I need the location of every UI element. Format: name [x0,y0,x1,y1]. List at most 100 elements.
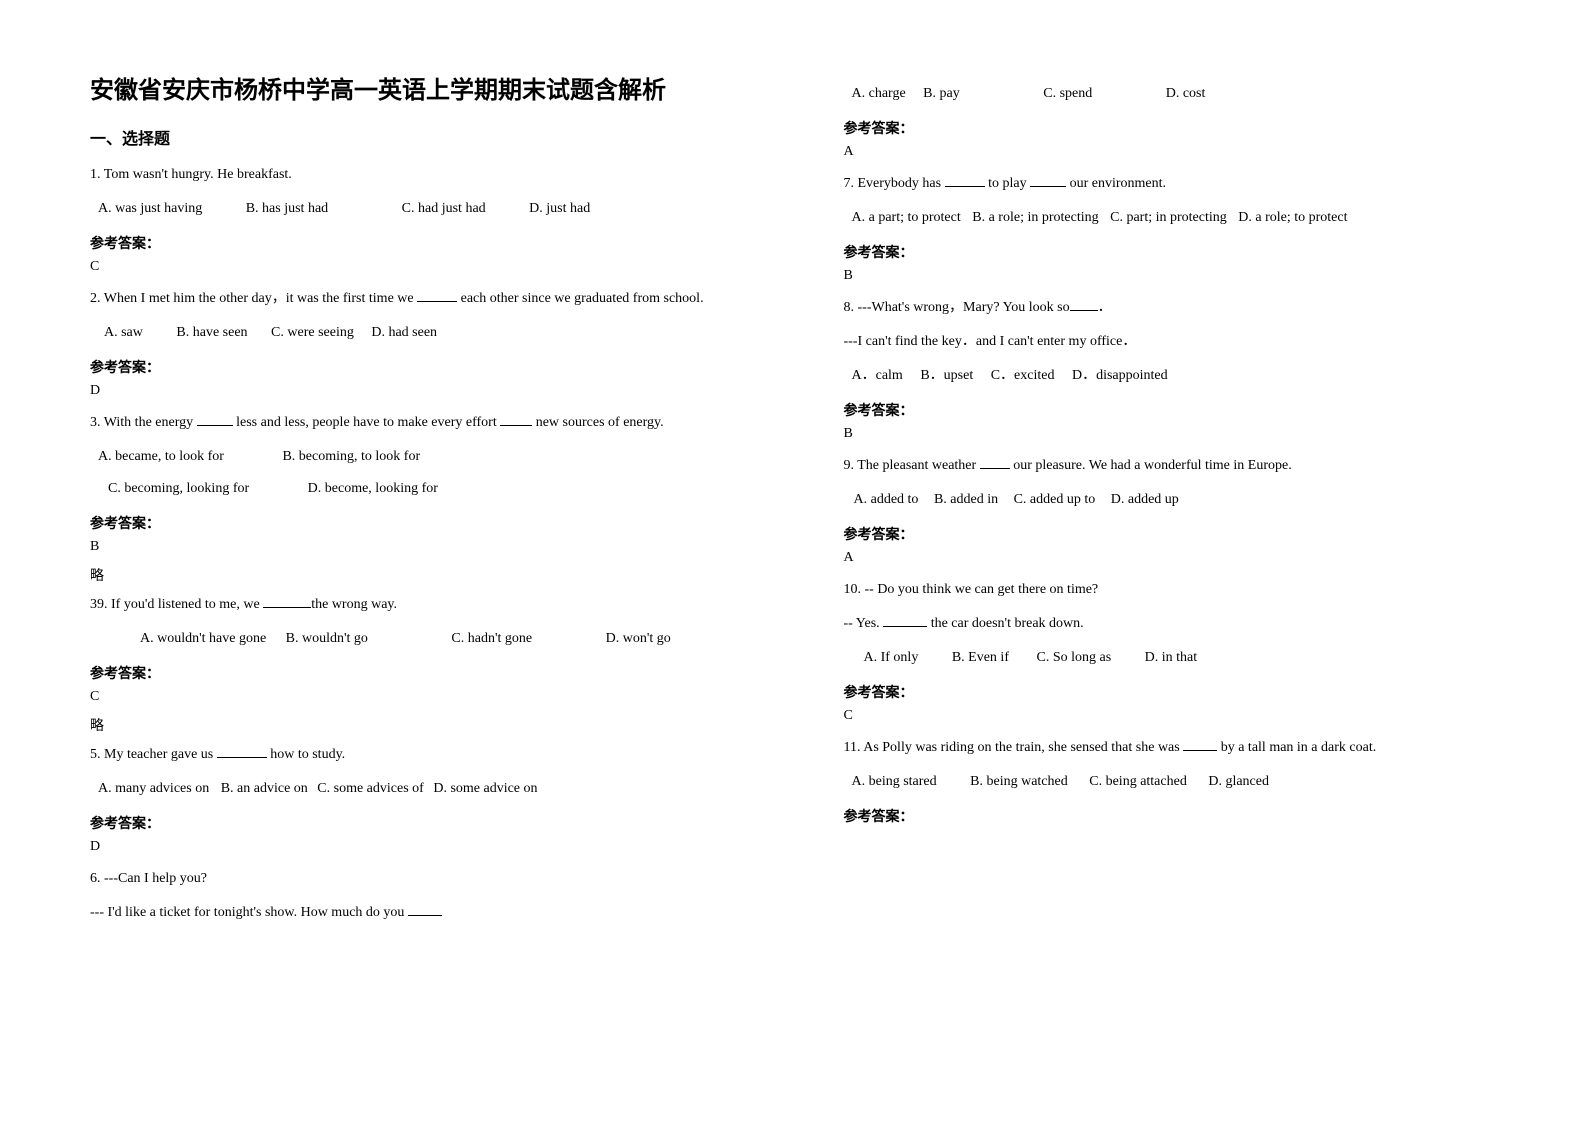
blank [945,172,985,187]
q5-stem: 5. My teacher gave us how to study. [90,741,744,769]
q4-note: 略 [90,715,744,735]
q6-optB: B. pay [923,80,960,108]
q5-answer-label: 参考答案： [90,813,744,833]
q3-note: 略 [90,565,744,585]
q8-optC: C．excited [991,362,1055,390]
q3-optA: A. became, to look for [98,443,224,471]
blank [883,612,927,627]
q8-answer: B [844,426,1498,442]
q9-stem: 9. The pleasant weather our pleasure. We… [844,452,1498,480]
q10-optC: C. So long as [1036,644,1111,672]
doc-title: 安徽省安庆市杨桥中学高一英语上学期期末试题含解析 [90,70,744,105]
right-column: A. charge B. pay C. spend D. cost 参考答案： … [794,0,1587,1122]
q2-optB: B. have seen [176,319,247,347]
q6-answer: A [844,144,1498,160]
q6-answer-label: 参考答案： [844,118,1498,138]
q2-optA: A. saw [104,319,143,347]
left-column: 安徽省安庆市杨桥中学高一英语上学期期末试题含解析 一、选择题 1. Tom wa… [0,0,794,1122]
q4-text-b: the wrong way. [311,597,397,612]
q5-optC: C. some advices of [317,775,424,803]
q1-text-a: 1. Tom wasn't hungry. He [90,167,233,182]
blank [980,454,1010,469]
q9-optB: B. added in [934,486,998,514]
q3-options-row1: A. became, to look for B. becoming, to l… [98,443,744,471]
blank [263,593,311,608]
section-heading: 一、选择题 [90,125,744,149]
q2-optC: C. were seeing [271,319,354,347]
q6-line2: --- I'd like a ticket for tonight's show… [90,899,744,927]
q2-answer-label: 参考答案： [90,357,744,377]
q7-optB: B. a role; in protecting [972,204,1098,232]
blank [500,411,532,426]
q8-text-b: ． [1098,300,1112,315]
q8-answer-label: 参考答案： [844,400,1498,420]
q4-options: A. wouldn't have gone B. wouldn't go C. … [140,625,744,653]
q7-answer: B [844,268,1498,284]
q4-answer-label: 参考答案： [90,663,744,683]
q8-text-a: 8. ---What's wrong，Mary? You look so [844,300,1070,315]
q2-optD: D. had seen [371,319,437,347]
q6-optC: C. spend [1043,80,1092,108]
q7-options: A. a part; to protect B. a role; in prot… [852,204,1498,232]
q11-optC: C. being attached [1089,768,1187,796]
q3-options-row2: C. becoming, looking for D. become, look… [108,475,744,503]
q10-optB: B. Even if [952,644,1009,672]
q1-answer: C [90,259,744,275]
blank [1030,172,1066,187]
q8-optB: B．upset [920,362,973,390]
q3-answer-label: 参考答案： [90,513,744,533]
q7-text-a: 7. Everybody has [844,176,945,191]
q4-answer: C [90,689,744,705]
q11-optB: B. being watched [970,768,1068,796]
q5-answer: D [90,839,744,855]
blank [217,743,267,758]
q9-answer: A [844,550,1498,566]
q11-stem: 11. As Polly was riding on the train, sh… [844,734,1498,762]
q5-options: A. many advices on B. an advice on C. so… [98,775,744,803]
q3-stem: 3. With the energy less and less, people… [90,409,744,437]
q2-text-a: 2. When I met him the other day，it was t… [90,291,417,306]
q1-text-b: breakfast. [233,167,291,182]
q5-optA: A. many advices on [98,775,209,803]
q4-optB: B. wouldn't go [286,625,368,653]
q6-optA: A. charge [852,80,906,108]
q10-line1: 10. -- Do you think we can get there on … [844,576,1498,604]
q4-optC: C. hadn't gone [451,625,532,653]
q3-text-a: 3. With the energy [90,415,197,430]
q7-text-b: to play [985,176,1031,191]
q3-optD: D. become, looking for [308,475,438,503]
q9-answer-label: 参考答案： [844,524,1498,544]
q10-answer-label: 参考答案： [844,682,1498,702]
q4-stem: 39. If you'd listened to me, we the wron… [90,591,744,619]
blank [197,411,233,426]
q4-text-a: If you'd listened to me, we [111,597,263,612]
q8-optD: D．disappointed [1072,362,1168,390]
q5-optB: B. an advice on [221,775,308,803]
q10-line2: -- Yes. the car doesn't break down. [844,610,1498,638]
q3-answer: B [90,539,744,555]
q7-optD: D. a role; to protect [1238,204,1347,232]
q9-text-a: 9. The pleasant weather [844,458,980,473]
q3-optB: B. becoming, to look for [282,443,420,471]
q11-optA: A. being stared [852,768,937,796]
q10-answer: C [844,708,1498,724]
q9-options: A. added to B. added in C. added up to D… [854,486,1498,514]
q1-optA: A. was just having [98,195,202,223]
q7-text-c: our environment. [1066,176,1166,191]
q7-answer-label: 参考答案： [844,242,1498,262]
q11-text-b: by a tall man in a dark coat. [1217,740,1376,755]
blank [1070,296,1098,311]
page: 安徽省安庆市杨桥中学高一英语上学期期末试题含解析 一、选择题 1. Tom wa… [0,0,1587,1122]
q2-stem: 2. When I met him the other day，it was t… [90,285,744,313]
q6-options: A. charge B. pay C. spend D. cost [852,80,1498,108]
q4-num: 39. [90,597,111,612]
q9-optC: C. added up to [1014,486,1096,514]
q6-line2-a: --- I'd like a ticket for tonight's show… [90,905,408,920]
q8-optA: A．calm [852,362,903,390]
q1-answer-label: 参考答案： [90,233,744,253]
q2-text-b: each other since we graduated from schoo… [457,291,703,306]
q6-line1: 6. ---Can I help you? [90,865,744,893]
blank [417,287,457,302]
q11-optD: D. glanced [1208,768,1269,796]
q10-options: A. If only B. Even if C. So long as D. i… [864,644,1498,672]
